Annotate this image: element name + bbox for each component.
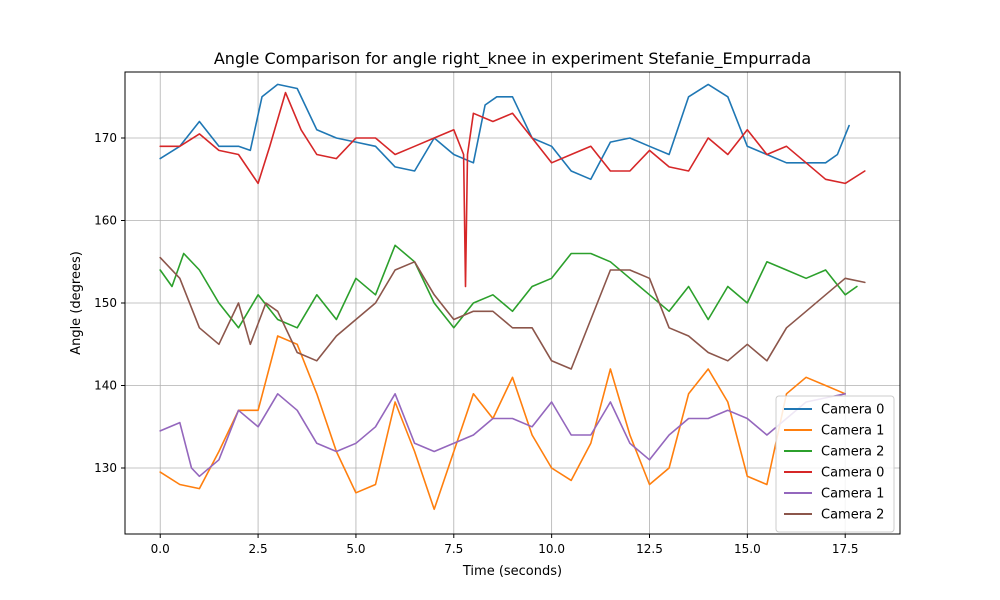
legend-label: Camera 0 [821,403,884,418]
series-line-3 [159,244,858,329]
x-axis-label: Time (seconds) [462,564,562,579]
x-axis: 0.0 2.5 5.0 7.5 10.0 12.5 15.0 17.5 [151,534,859,556]
x-tick-label: 5.0 [346,542,365,556]
legend-label: Camera 0 [821,466,884,481]
legend-label: Camera 1 [821,487,884,502]
y-axis-label: Angle (degrees) [69,251,84,355]
series-line-5 [159,392,847,478]
chart-title: Angle Comparison for angle right_knee in… [214,49,811,69]
grid [125,72,900,534]
x-tick-label: 15.0 [734,542,761,556]
x-tick-label: 0.0 [151,542,170,556]
x-tick-label: 10.0 [538,542,565,556]
x-tick-label: 7.5 [444,542,463,556]
x-tick-label: 12.5 [636,542,663,556]
y-tick-label: 150 [94,296,117,310]
series-line-1 [159,83,850,181]
legend: Camera 0 Camera 1 Camera 2 Camera 0 Camera 1… [775,395,895,533]
y-tick-label: 130 [94,461,117,475]
series-line-6 [159,256,866,370]
x-tick-label: 17.5 [832,542,859,556]
legend-label: Camera 1 [821,424,884,439]
y-tick-label: 160 [94,214,117,228]
y-axis: 130 140 150 160 170 [94,131,125,475]
x-tick-label: 2.5 [249,542,268,556]
series-group [159,83,866,511]
y-tick-label: 140 [94,379,117,393]
y-tick-label: 170 [94,131,117,145]
series-line-4 [159,91,866,288]
legend-label: Camera 2 [821,445,884,460]
series-line-2 [159,335,847,511]
legend-label: Camera 2 [821,508,884,523]
